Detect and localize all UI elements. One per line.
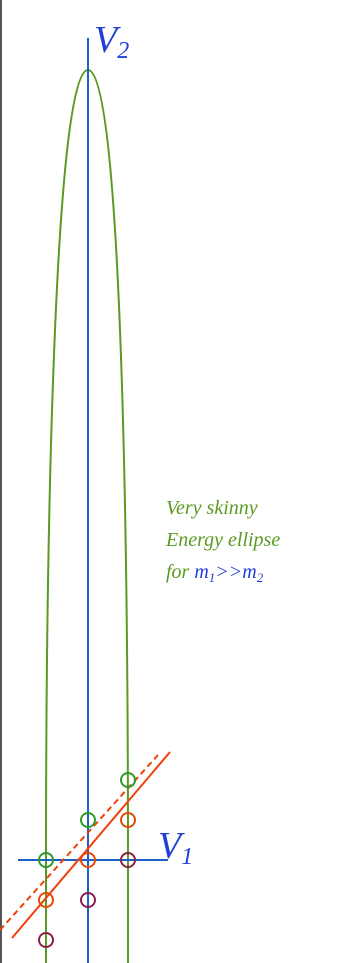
v1-symbol: V: [158, 825, 185, 867]
note-relation: >>: [215, 561, 242, 583]
purple-marker: [38, 932, 54, 948]
note-line-2: Energy ellipse: [165, 529, 280, 551]
red-marker: [80, 852, 96, 868]
red-marker: [120, 812, 136, 828]
v2-axis-label: V2: [94, 19, 129, 64]
green-marker: [120, 772, 136, 788]
note-m1: m: [194, 561, 208, 583]
purple-marker: [80, 892, 96, 908]
note-m2-sub: 2: [257, 570, 264, 585]
momentum-line-solid: [11, 751, 171, 939]
v2-symbol: V: [94, 19, 121, 61]
purple-marker: [120, 852, 136, 868]
note-prefix: for: [166, 561, 194, 583]
note-line-1: Very skinny: [166, 497, 258, 519]
green-marker: [38, 852, 54, 868]
v2-subscript: 2: [117, 38, 129, 64]
note-m1-sub: 1: [209, 570, 216, 585]
red-marker: [38, 892, 54, 908]
green-marker: [80, 812, 96, 828]
v1-axis-label: V1: [158, 825, 193, 870]
v1-subscript: 1: [181, 844, 193, 870]
note-line-3: for m1>>m2: [166, 561, 264, 585]
note-m2: m: [242, 561, 256, 583]
